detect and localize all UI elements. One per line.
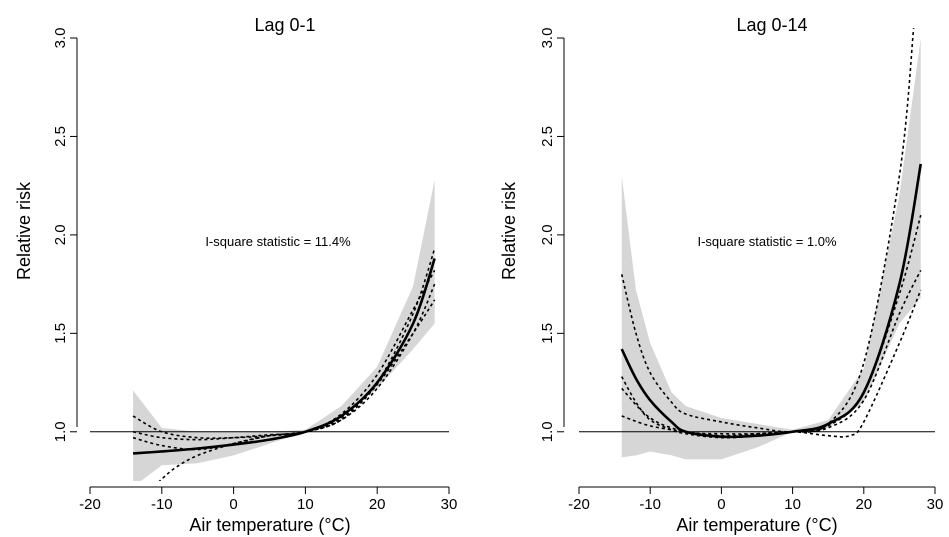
x-tick-label: -10 bbox=[151, 496, 173, 513]
panel-lag-0-14: Lag 0-14 I-square statistic = 1.0% 1.01.… bbox=[499, 15, 943, 535]
pooled-curve bbox=[620, 163, 923, 439]
y-tick-label: 3.0 bbox=[539, 28, 556, 49]
y-tick-label: 2.0 bbox=[539, 224, 556, 245]
city-curve bbox=[132, 283, 436, 451]
y-tick-label: 2.0 bbox=[52, 224, 69, 245]
confidence-band bbox=[133, 179, 435, 481]
clipped-plot bbox=[579, 28, 935, 460]
city-curve bbox=[132, 269, 436, 441]
x-tick-label: 20 bbox=[855, 496, 872, 513]
x-tick-label: 30 bbox=[927, 496, 944, 513]
y-axis-ticks: 1.0 1.5 2.0 2.5 3.0 bbox=[539, 28, 564, 442]
y-tick-label: 1.5 bbox=[539, 323, 556, 344]
city-curve bbox=[158, 299, 436, 481]
y-tick-label: 1.0 bbox=[539, 421, 556, 442]
x-tick-label: 0 bbox=[229, 496, 237, 513]
y-tick-label: 2.5 bbox=[539, 126, 556, 147]
x-axis-title: Air temperature (°C) bbox=[676, 515, 837, 535]
x-tick-label: -20 bbox=[79, 496, 101, 513]
y-tick-label: 1.0 bbox=[52, 421, 69, 442]
x-axis-ticks: -20 -10 0 10 20 30 bbox=[568, 487, 943, 513]
x-tick-label: 30 bbox=[441, 496, 458, 513]
i-square-annotation: I-square statistic = 1.0% bbox=[697, 234, 837, 249]
city-curve bbox=[621, 269, 922, 437]
y-tick-label: 1.5 bbox=[52, 323, 69, 344]
pooled-curve bbox=[132, 258, 436, 455]
x-axis-ticks: -20 -10 0 10 20 30 bbox=[79, 487, 457, 513]
x-tick-label: -10 bbox=[639, 496, 661, 513]
x-tick-label: -20 bbox=[568, 496, 590, 513]
x-tick-label: 0 bbox=[717, 496, 725, 513]
clipped-plot bbox=[90, 179, 449, 481]
x-tick-label: 10 bbox=[784, 496, 801, 513]
x-tick-label: 20 bbox=[369, 496, 386, 513]
panel-lag-0-1: Lag 0-1 I-square statistic = 11.4% 1.01.… bbox=[14, 15, 457, 535]
panel-title: Lag 0-14 bbox=[736, 15, 807, 35]
x-axis-title: Air temperature (°C) bbox=[189, 515, 350, 535]
confidence-band bbox=[621, 38, 921, 460]
city-curve bbox=[620, 28, 915, 433]
plot-area bbox=[90, 179, 449, 481]
plot-area bbox=[579, 28, 935, 460]
y-axis-title: Relative risk bbox=[14, 181, 34, 280]
y-tick-label: 2.5 bbox=[52, 126, 69, 147]
x-tick-label: 10 bbox=[297, 496, 314, 513]
y-tick-label: 3.0 bbox=[52, 28, 69, 49]
panel-title: Lag 0-1 bbox=[254, 15, 315, 35]
y-axis-ticks: 1.0 1.5 2.0 2.5 3.0 bbox=[52, 28, 77, 442]
i-square-annotation: I-square statistic = 11.4% bbox=[205, 234, 351, 249]
y-axis-title: Relative risk bbox=[499, 181, 519, 280]
